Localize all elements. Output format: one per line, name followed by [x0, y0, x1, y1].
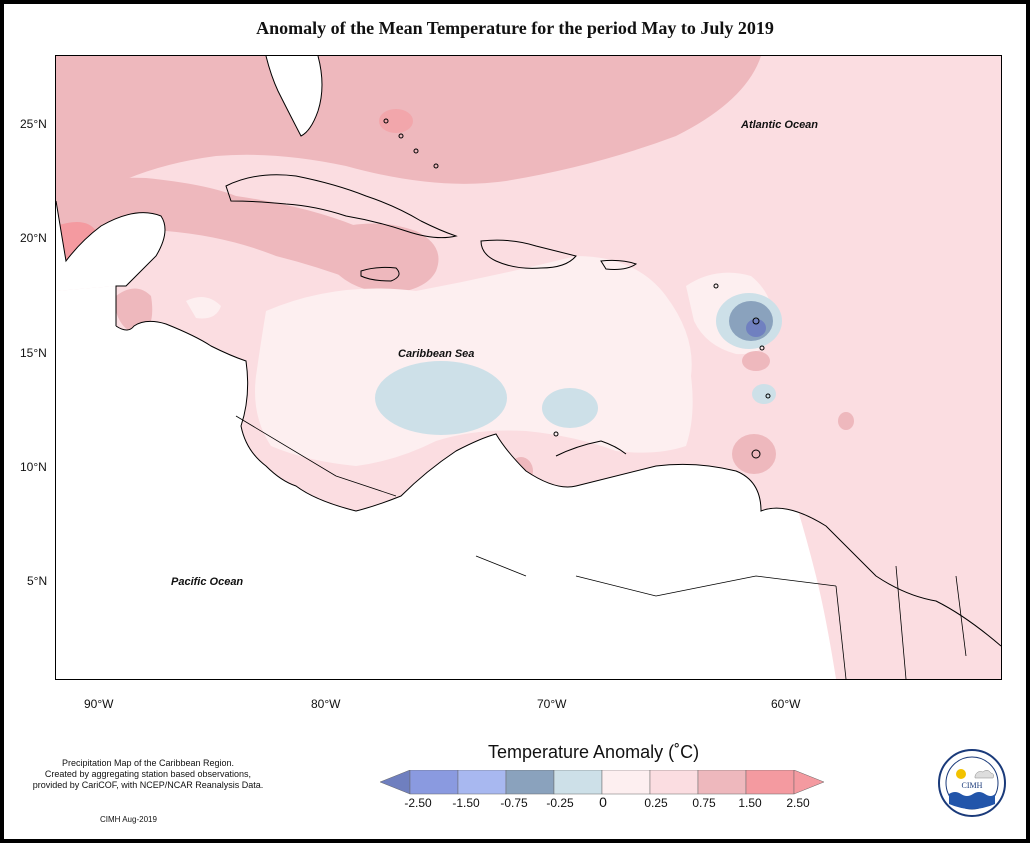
- anomaly-spot-st-vincent: [742, 351, 770, 371]
- coast-cuba: [225, 174, 458, 239]
- anomaly-region-coldest-guadeloupe: [746, 319, 766, 337]
- colorbar-tick-4: -0.25: [546, 796, 574, 810]
- island-antigua: [713, 283, 719, 289]
- colorbar-tick-6: 0.25: [644, 796, 668, 810]
- label-caribbean-sea: Caribbean Sea: [398, 348, 475, 360]
- coast-florida: [265, 56, 323, 137]
- colorbar-tick-8: 1.50: [738, 796, 762, 810]
- cimh-logo-text: CIMH: [962, 781, 983, 790]
- island-bahamas-4: [433, 163, 439, 169]
- borders-interior: [235, 415, 837, 597]
- land-central-south-america: [56, 286, 1001, 679]
- sun-icon: [956, 769, 966, 779]
- colorbar-seg-4: [553, 770, 603, 795]
- island-bahamas-1: [383, 118, 389, 124]
- island-bahamas-3: [413, 148, 419, 154]
- coast-jamaica: [360, 266, 400, 282]
- lat-label-5n: 5°N: [27, 574, 48, 588]
- credit-line-3: provided by CariCOF, with NCEP/NCAR Rean…: [32, 780, 264, 790]
- anomaly-spot-trinidad: [732, 434, 776, 474]
- island-guadeloupe: [752, 317, 760, 325]
- wave-icon: [949, 792, 995, 809]
- label-pacific-ocean: Pacific Ocean: [171, 576, 244, 588]
- anomaly-region-cuba: [326, 223, 439, 294]
- lon-label-60w: 60°W: [771, 697, 801, 711]
- island-martinique: [759, 345, 765, 351]
- colorbar-seg-3: [505, 770, 555, 795]
- anomaly-region-honduras-neutral: [186, 297, 221, 319]
- coast-central-south-america: [115, 320, 1001, 647]
- colorbar-tick-9: 2.50: [786, 796, 810, 810]
- colorbar-seg-2: [457, 770, 507, 795]
- credit-line-2: Created by aggregating station based obs…: [44, 769, 252, 779]
- anomaly-region-cool-barbados: [752, 384, 776, 404]
- legend-title: Temperature Anomaly (˚C): [488, 742, 700, 762]
- colorbar-seg-6: [649, 770, 699, 795]
- cimh-logo: CIMH: [938, 749, 1006, 817]
- lon-label-80w: 80°W: [311, 697, 341, 711]
- map-title: Anomaly of the Mean Temperature for the …: [256, 18, 774, 38]
- label-atlantic-ocean: Atlantic Ocean: [741, 119, 819, 131]
- colorbar-tick-2: -1.50: [452, 796, 480, 810]
- colorbar-tick-5: 0: [599, 794, 607, 810]
- island-bahamas-2: [398, 133, 404, 139]
- credit-line-1: Precipitation Map of the Caribbean Regio…: [61, 758, 235, 768]
- land-mexico-yucatan: [56, 201, 165, 291]
- lat-label-15n: 15°N: [20, 346, 47, 360]
- colorbar-seg-5: [601, 770, 651, 795]
- island-trinidad: [751, 449, 761, 459]
- anomaly-spot-atlantic: [838, 412, 854, 430]
- colorbar-tri-low: [380, 770, 411, 795]
- anomaly-region-cool-caribbean: [375, 361, 507, 435]
- anomaly-region-gulf: [56, 177, 416, 283]
- anomaly-region-bahamas-warm: [379, 109, 413, 133]
- map-panel[interactable]: Atlantic Ocean Caribbean Sea Pacific Oce…: [55, 55, 1002, 680]
- land-florida: [266, 56, 322, 136]
- island-curacao: [553, 431, 559, 437]
- lat-label-10n: 10°N: [20, 460, 47, 474]
- colorbar-tick-3: -0.75: [500, 796, 528, 810]
- credits-block: Precipitation Map of the Caribbean Regio…: [8, 758, 288, 791]
- lon-label-70w: 70°W: [537, 697, 567, 711]
- lat-label-20n: 20°N: [20, 231, 47, 245]
- colorbar-tri-high: [793, 770, 825, 795]
- lat-label-25n: 25°N: [20, 117, 47, 131]
- colorbar-tick-7: 0.75: [692, 796, 716, 810]
- cimh-date: CIMH Aug-2019: [100, 815, 157, 824]
- anomaly-region-cool-curacao: [542, 388, 598, 428]
- borders-guianas: [835, 565, 967, 679]
- coast-hispaniola: [480, 239, 577, 269]
- map-canvas: [56, 56, 1001, 679]
- colorbar: [380, 770, 825, 795]
- colorbar-seg-7: [697, 770, 747, 795]
- cloud-icon: [974, 770, 994, 779]
- coast-venezuela-north: [555, 440, 627, 457]
- island-barbados: [765, 393, 771, 399]
- coast-puerto-rico: [600, 259, 638, 270]
- colorbar-seg-8: [745, 770, 795, 795]
- colorbar-tick-1: -2.50: [404, 796, 432, 810]
- coast-mexico: [56, 200, 166, 326]
- colorbar-seg-1: [409, 770, 459, 795]
- lon-label-90w: 90°W: [84, 697, 114, 711]
